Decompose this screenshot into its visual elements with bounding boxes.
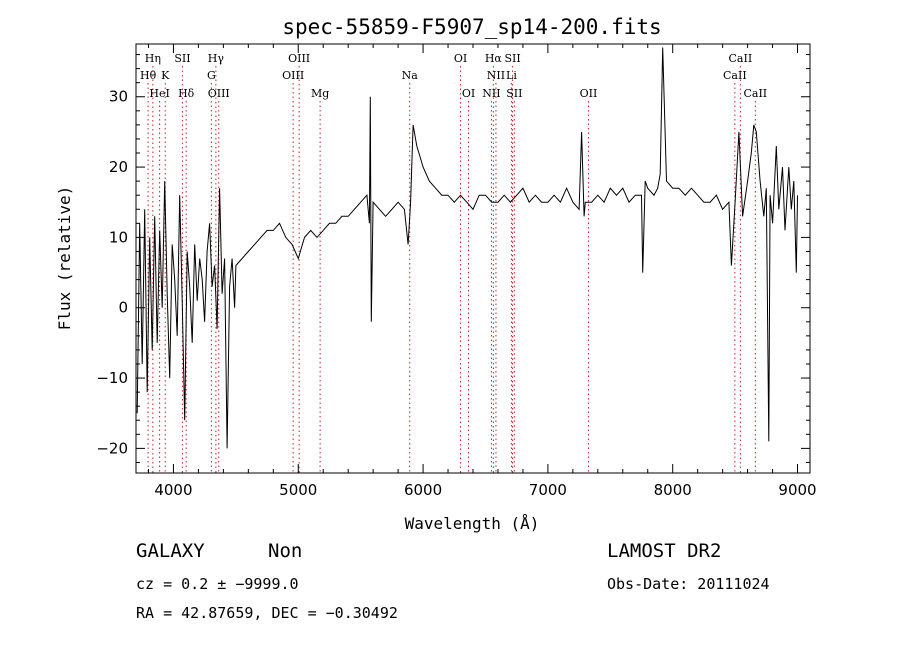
y-tick-label: 30 [109,88,128,106]
y-tick-label: 10 [109,228,128,246]
marker-label: NII [487,69,505,82]
plot-frame [135,43,811,474]
chart-title: spec-55859-F5907_sp14-200.fits [282,15,661,39]
y-tick-label: 20 [109,158,128,176]
survey-release: LAMOST DR2 [607,540,722,562]
marker-label: OIII [208,87,230,100]
spectrum-line [136,47,798,449]
y-tick-label: −10 [96,369,128,387]
marker-label: OI [462,87,475,100]
marker-label: CaII [729,52,753,65]
marker-label: G [207,69,216,82]
marker-label: Hδ [178,87,195,100]
marker-label: CaII [723,69,747,82]
marker-label: Na [402,69,419,82]
marker-label: OI [454,52,467,65]
x-tick-label: 7000 [529,481,567,499]
observation-date: Obs-Date: 20111024 [607,575,770,593]
coordinates-readout: RA = 42.87659, DEC = −0.30492 [136,604,398,622]
marker-label: Hγ [208,52,225,65]
y-tick-label: −20 [96,439,128,457]
x-tick-label: 8000 [654,481,692,499]
y-tick-label: 0 [118,299,128,317]
marker-label: OIII [282,69,304,82]
marker-label: SII [174,52,190,65]
x-tick-label: 5000 [279,481,317,499]
marker-label: K [161,69,170,82]
marker-label: Li [506,69,517,82]
y-axis-label: Flux (relative) [55,186,74,331]
x-tick-label: 6000 [404,481,442,499]
marker-label: SII [506,87,522,100]
marker-label: CaII [743,87,767,100]
marker-label: Hη [145,52,161,65]
marker-label: Hθ [140,69,157,82]
marker-label: Mg [311,87,329,100]
object-subclass: Non [268,540,303,562]
redshift-readout: cz = 0.2 ± −9999.0 [136,575,299,593]
spectrum-series [136,47,798,449]
marker-label: OIII [288,52,310,65]
marker-label: HeI [149,87,169,100]
x-tick-label: 9000 [778,481,816,499]
marker-label: OII [580,87,598,100]
x-axis-label: Wavelength (Å) [405,514,540,533]
marker-label: NII [482,87,500,100]
object-class: GALAXY [136,540,205,562]
marker-label: SII [504,52,520,65]
x-tick-label: 4000 [154,481,192,499]
marker-label: Hα [485,52,503,65]
plot-axes: 4000 5000 6000 7000 8000 9000 −20 −10 0 10 20 30 [96,43,817,499]
